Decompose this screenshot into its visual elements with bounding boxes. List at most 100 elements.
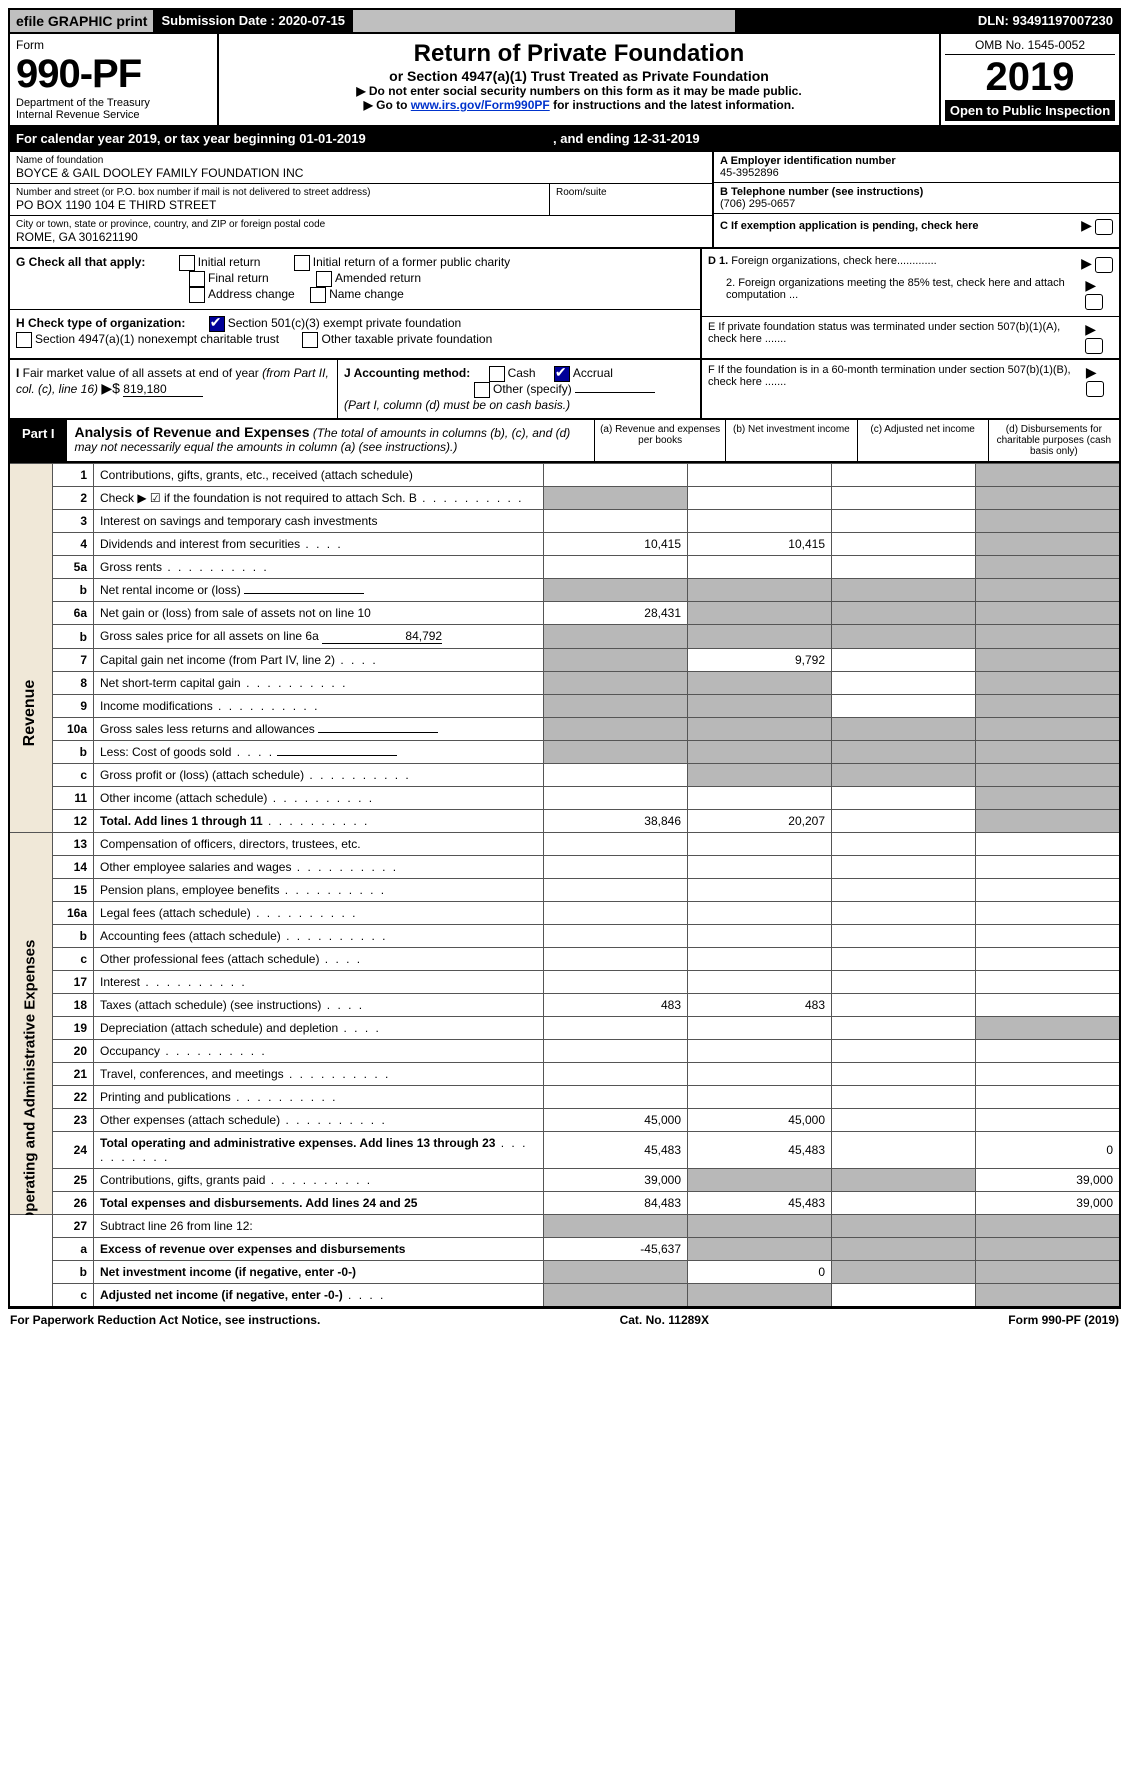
col-d: (d) Disbursements for charitable purpose… xyxy=(988,420,1119,461)
cell-value xyxy=(832,1109,976,1132)
cell-value xyxy=(688,510,832,533)
cell-value xyxy=(688,833,832,856)
line-num: 21 xyxy=(53,1063,94,1086)
part-1-col-headers: (a) Revenue and expenses per books (b) N… xyxy=(594,420,1119,461)
cell-value xyxy=(688,718,832,741)
irs-link[interactable]: www.irs.gov/Form990PF xyxy=(411,98,550,112)
header-left: Form 990-PF Department of the Treasury I… xyxy=(10,34,219,125)
chk-initial[interactable] xyxy=(179,255,195,271)
cell-value xyxy=(688,464,832,487)
line-desc: Net short-term capital gain xyxy=(94,672,544,695)
cell-value xyxy=(688,602,832,625)
cell-value xyxy=(688,1040,832,1063)
cell-value: 84,483 xyxy=(544,1192,688,1215)
cell-value: 9,792 xyxy=(688,649,832,672)
cell-value xyxy=(688,625,832,649)
cell-value xyxy=(976,1261,1121,1284)
line-num: 16a xyxy=(53,902,94,925)
line-desc: Total operating and administrative expen… xyxy=(94,1132,544,1169)
cell-value xyxy=(688,787,832,810)
cell-value xyxy=(976,487,1121,510)
line-num: 26 xyxy=(53,1192,94,1215)
chk-d2[interactable] xyxy=(1085,294,1103,310)
chk-501c3[interactable] xyxy=(209,316,225,332)
line-desc: Interest on savings and temporary cash i… xyxy=(94,510,544,533)
cell-value xyxy=(976,649,1121,672)
cell-value xyxy=(544,718,688,741)
chk-initial-former[interactable] xyxy=(294,255,310,271)
cell-value xyxy=(832,741,976,764)
submission-date: Submission Date : 2020-07-15 xyxy=(155,10,353,32)
street-address: PO BOX 1190 104 E THIRD STREET xyxy=(16,198,543,212)
line-desc: Contributions, gifts, grants paid xyxy=(94,1169,544,1192)
cell-value xyxy=(544,625,688,649)
line-desc: Total expenses and disbursements. Add li… xyxy=(94,1192,544,1215)
cell-value xyxy=(544,579,688,602)
cell-value xyxy=(544,833,688,856)
chk-d1[interactable] xyxy=(1095,257,1113,273)
chk-address[interactable] xyxy=(189,287,205,303)
cell-value xyxy=(976,695,1121,718)
irs: Internal Revenue Service xyxy=(16,109,211,121)
col-b: (b) Net investment income xyxy=(725,420,856,461)
chk-f[interactable] xyxy=(1086,381,1104,397)
cell-value xyxy=(688,579,832,602)
info-left: Name of foundation BOYCE & GAIL DOOLEY F… xyxy=(10,152,712,247)
line-desc: Net rental income or (loss) xyxy=(94,579,544,602)
line-desc: Dividends and interest from securities xyxy=(94,533,544,556)
cell-value xyxy=(976,1040,1121,1063)
cell-value xyxy=(832,925,976,948)
cell-value xyxy=(832,556,976,579)
cell-value: 483 xyxy=(544,994,688,1017)
room-label: Room/suite xyxy=(556,187,706,198)
line-num: 23 xyxy=(53,1109,94,1132)
chk-amended[interactable] xyxy=(316,271,332,287)
cell-value: 0 xyxy=(688,1261,832,1284)
checkbox-c[interactable] xyxy=(1095,219,1113,235)
cell-value xyxy=(832,1086,976,1109)
cell-value xyxy=(688,556,832,579)
cell-value xyxy=(688,764,832,787)
chk-4947[interactable] xyxy=(16,332,32,348)
chk-name[interactable] xyxy=(310,287,326,303)
cell-value: -45,637 xyxy=(544,1238,688,1261)
cell-value xyxy=(976,833,1121,856)
line-desc: Contributions, gifts, grants, etc., rece… xyxy=(94,464,544,487)
spacer xyxy=(353,10,737,32)
chk-other-taxable[interactable] xyxy=(302,332,318,348)
line-num: 8 xyxy=(53,672,94,695)
cell-value xyxy=(832,1192,976,1215)
cell-value xyxy=(544,856,688,879)
city-state-zip: ROME, GA 301621190 xyxy=(16,230,706,244)
section-g: G Check all that apply: Initial return I… xyxy=(10,249,700,358)
cell-value xyxy=(544,672,688,695)
line-num: 4 xyxy=(53,533,94,556)
chk-final[interactable] xyxy=(189,271,205,287)
cell-value xyxy=(688,1169,832,1192)
section-c-row: C If exemption application is pending, c… xyxy=(714,214,1119,238)
line-num: 14 xyxy=(53,856,94,879)
line-num: 27 xyxy=(53,1215,94,1238)
calendar-year-bar: For calendar year 2019, or tax year begi… xyxy=(8,127,1121,152)
open-to-public: Open to Public Inspection xyxy=(945,100,1115,121)
chk-other[interactable] xyxy=(474,382,490,398)
form-label: Form xyxy=(16,38,211,52)
cell-value: 39,000 xyxy=(976,1192,1121,1215)
col-c: (c) Adjusted net income xyxy=(857,420,988,461)
line-desc: Less: Cost of goods sold xyxy=(94,741,544,764)
cell-value xyxy=(832,625,976,649)
cell-value xyxy=(544,1215,688,1238)
cell-value xyxy=(832,856,976,879)
line-desc: Travel, conferences, and meetings xyxy=(94,1063,544,1086)
chk-accrual[interactable] xyxy=(554,366,570,382)
line-num: 2 xyxy=(53,487,94,510)
chk-e[interactable] xyxy=(1085,338,1103,354)
cell-value: 45,000 xyxy=(544,1109,688,1132)
chk-cash[interactable] xyxy=(489,366,505,382)
part-1-header: Part I Analysis of Revenue and Expenses … xyxy=(8,420,1121,463)
cell-value xyxy=(976,510,1121,533)
cell-value xyxy=(688,971,832,994)
line-num: 24 xyxy=(53,1132,94,1169)
form-number: 990-PF xyxy=(16,52,211,97)
cell-value xyxy=(688,672,832,695)
